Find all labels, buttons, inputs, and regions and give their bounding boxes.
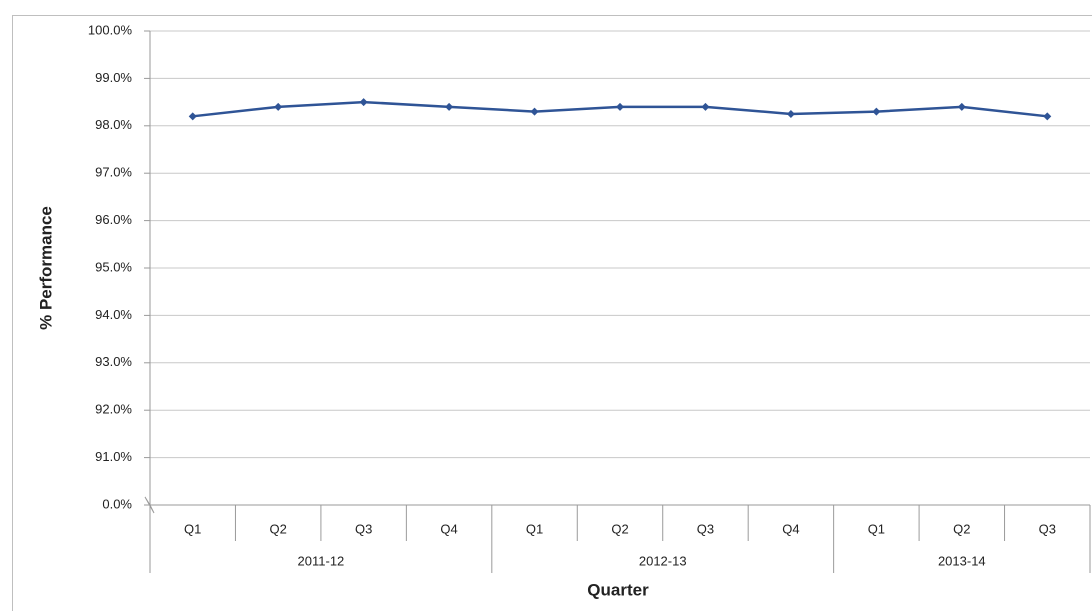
- y-tick-label: 100.0%: [88, 22, 133, 37]
- chart-border: [12, 15, 1092, 611]
- group-label: 2012-13: [639, 553, 687, 568]
- y-tick-label: 96.0%: [95, 212, 132, 227]
- x-tick-label: Q3: [355, 521, 372, 536]
- x-axis-title: Quarter: [587, 580, 649, 599]
- marker: [445, 102, 454, 111]
- x-tick-label: Q4: [440, 521, 457, 536]
- marker: [274, 102, 283, 111]
- marker: [957, 102, 966, 111]
- y-tick-label: 94.0%: [95, 307, 132, 322]
- y-axis-title: % Performance: [36, 206, 55, 330]
- marker: [872, 107, 881, 116]
- group-label: 2013-14: [938, 553, 986, 568]
- x-tick-label: Q2: [270, 521, 287, 536]
- y-tick-label: 92.0%: [95, 402, 132, 417]
- y-tick-label: 93.0%: [95, 354, 132, 369]
- marker: [188, 112, 197, 121]
- marker: [616, 102, 624, 111]
- y-tick-label: 91.0%: [95, 449, 132, 464]
- x-tick-label: Q2: [953, 521, 970, 536]
- marker: [786, 109, 795, 118]
- x-tick-label: Q1: [184, 521, 201, 536]
- x-tick-label: Q1: [868, 521, 885, 536]
- x-tick-label: Q1: [526, 521, 543, 536]
- x-tick-label: Q2: [611, 521, 628, 536]
- y-tick-label: 98.0%: [95, 117, 132, 132]
- y-tick-label: 95.0%: [95, 259, 132, 274]
- group-label: 2011-12: [298, 553, 345, 568]
- x-tick-label: Q3: [697, 521, 714, 536]
- x-tick-label: Q4: [782, 521, 799, 536]
- marker: [359, 98, 368, 107]
- marker: [701, 102, 710, 111]
- y-tick-label: 97.0%: [95, 165, 132, 180]
- y-tick-label: 99.0%: [95, 70, 132, 85]
- x-tick-label: Q3: [1039, 521, 1056, 536]
- marker: [1043, 112, 1052, 121]
- y-tick-label: 0.0%: [102, 496, 132, 511]
- marker: [530, 107, 539, 116]
